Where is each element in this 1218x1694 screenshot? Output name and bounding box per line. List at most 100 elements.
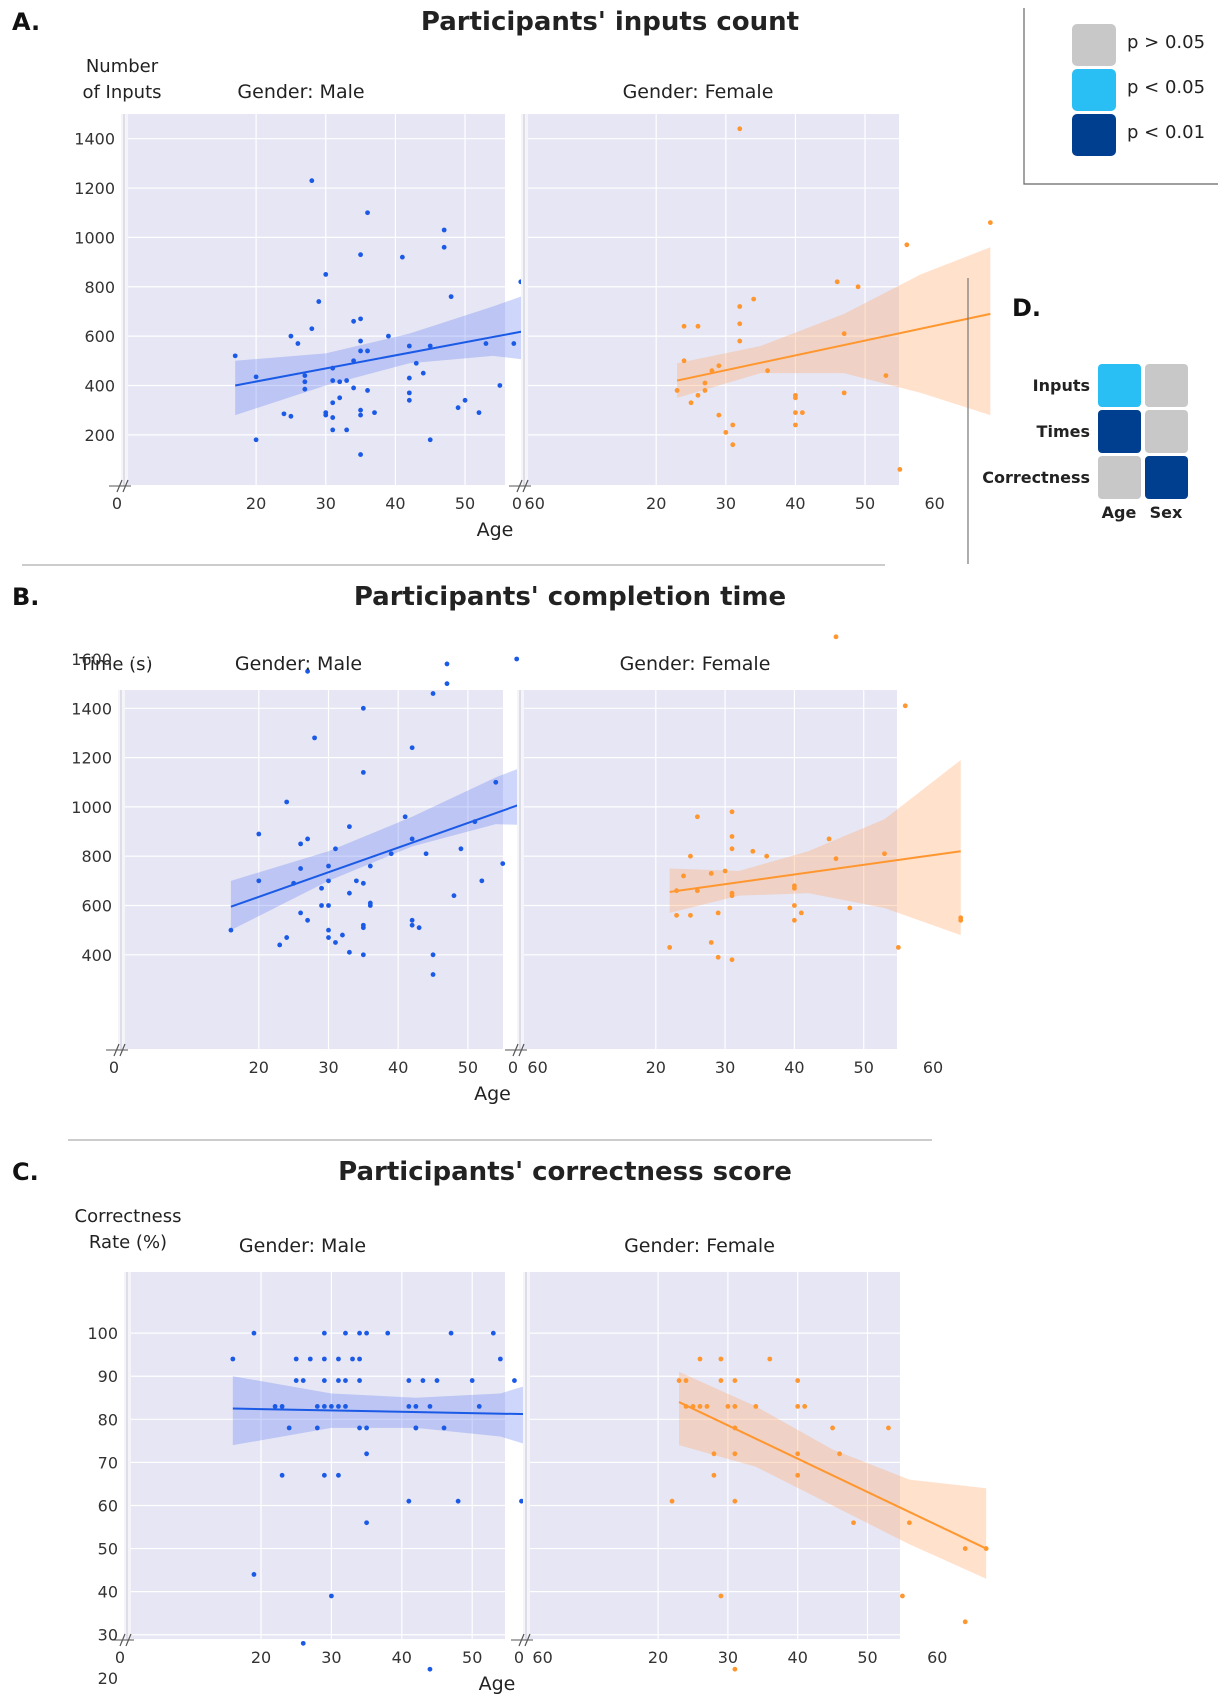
data-point xyxy=(725,1403,731,1409)
y-tick-label: 100 xyxy=(87,1324,118,1343)
data-point xyxy=(314,1425,320,1431)
x-tick-label: 20 xyxy=(646,494,666,513)
data-point xyxy=(228,927,234,933)
data-point xyxy=(886,1425,891,1431)
y-tick-label: 1000 xyxy=(71,798,112,817)
data-point xyxy=(353,878,359,884)
data-point xyxy=(882,851,887,857)
x-tick-label: 20 xyxy=(646,1058,666,1077)
data-point xyxy=(841,390,847,396)
legend-label: p > 0.05 xyxy=(1127,32,1205,53)
data-point xyxy=(358,407,363,413)
data-point xyxy=(737,126,743,132)
data-point xyxy=(347,824,352,830)
data-point xyxy=(683,1403,689,1409)
data-point xyxy=(497,383,503,388)
data-point xyxy=(386,333,391,339)
data-point xyxy=(490,1330,496,1336)
data-point xyxy=(500,861,506,866)
data-point xyxy=(750,848,756,854)
data-point xyxy=(326,927,331,933)
data-point xyxy=(737,304,743,309)
data-point xyxy=(305,836,310,842)
data-point xyxy=(729,893,735,899)
data-point xyxy=(483,341,489,346)
x-tick-label: 20 xyxy=(249,1058,269,1077)
data-point xyxy=(462,397,468,403)
x-tick-label: 50 xyxy=(462,1648,482,1667)
panel-d-cell xyxy=(1098,364,1141,407)
data-point xyxy=(357,1330,362,1336)
data-point xyxy=(305,917,310,923)
data-point xyxy=(326,878,331,884)
data-point xyxy=(709,368,715,374)
data-point xyxy=(851,1520,856,1526)
data-point xyxy=(792,885,797,891)
data-point xyxy=(476,410,482,416)
data-point xyxy=(409,836,415,842)
data-point xyxy=(330,427,336,433)
data-point xyxy=(305,668,310,674)
y-axis-label: Correctness xyxy=(75,1206,182,1227)
data-point xyxy=(444,681,450,687)
data-point xyxy=(321,1403,327,1409)
data-point xyxy=(336,1472,341,1478)
data-point xyxy=(360,880,366,886)
data-point xyxy=(251,1330,257,1336)
trend-line xyxy=(232,1407,571,1417)
data-point xyxy=(279,1403,285,1409)
data-point xyxy=(514,656,520,662)
data-point xyxy=(800,410,805,416)
data-point xyxy=(286,1425,292,1431)
data-point xyxy=(309,178,315,184)
x-tick-label: 40 xyxy=(388,1058,408,1077)
data-point xyxy=(323,272,329,277)
data-point xyxy=(732,1378,738,1383)
data-point xyxy=(497,1356,503,1362)
data-point xyxy=(364,1520,369,1526)
data-point xyxy=(302,379,308,385)
data-point xyxy=(729,957,735,963)
panel-d-cell xyxy=(1098,410,1141,453)
axis-break-mark xyxy=(516,479,529,493)
facet-title: Gender: Female xyxy=(620,653,771,675)
data-point xyxy=(455,1498,461,1504)
data-point xyxy=(351,358,357,364)
data-point xyxy=(365,388,370,393)
data-point xyxy=(708,940,714,945)
data-point xyxy=(906,1520,912,1526)
data-point xyxy=(364,1425,369,1431)
data-point xyxy=(795,1378,801,1383)
data-point xyxy=(793,422,798,428)
data-point xyxy=(343,1403,348,1409)
y-tick-label: 30 xyxy=(98,1626,118,1645)
data-point xyxy=(472,819,478,825)
data-point xyxy=(897,466,903,472)
data-point xyxy=(476,1403,482,1409)
x-tick-label: 0 xyxy=(508,1058,518,1077)
data-point xyxy=(718,1356,724,1362)
data-point xyxy=(344,427,350,433)
y-tick-label: 200 xyxy=(84,426,115,445)
legend-swatch xyxy=(1072,24,1116,66)
facet-female: Gender: Female 0 20 30 40 50 60 xyxy=(509,81,993,513)
data-point xyxy=(316,299,322,304)
data-point xyxy=(385,1330,391,1336)
data-point xyxy=(753,1403,759,1409)
data-point xyxy=(256,878,262,884)
data-point xyxy=(251,1572,257,1577)
data-point xyxy=(288,333,294,339)
data-point xyxy=(284,935,290,940)
data-point xyxy=(962,1619,968,1625)
data-point xyxy=(358,338,363,344)
data-point xyxy=(281,411,287,417)
data-point xyxy=(683,1378,689,1383)
x-tick-label: 20 xyxy=(246,494,266,513)
data-point xyxy=(732,1666,738,1672)
data-point xyxy=(792,917,797,923)
data-point xyxy=(330,365,336,371)
panel-d-row-label: Times xyxy=(1037,422,1090,441)
data-point xyxy=(723,429,729,435)
data-point xyxy=(406,1403,412,1409)
trend-line xyxy=(235,320,577,387)
